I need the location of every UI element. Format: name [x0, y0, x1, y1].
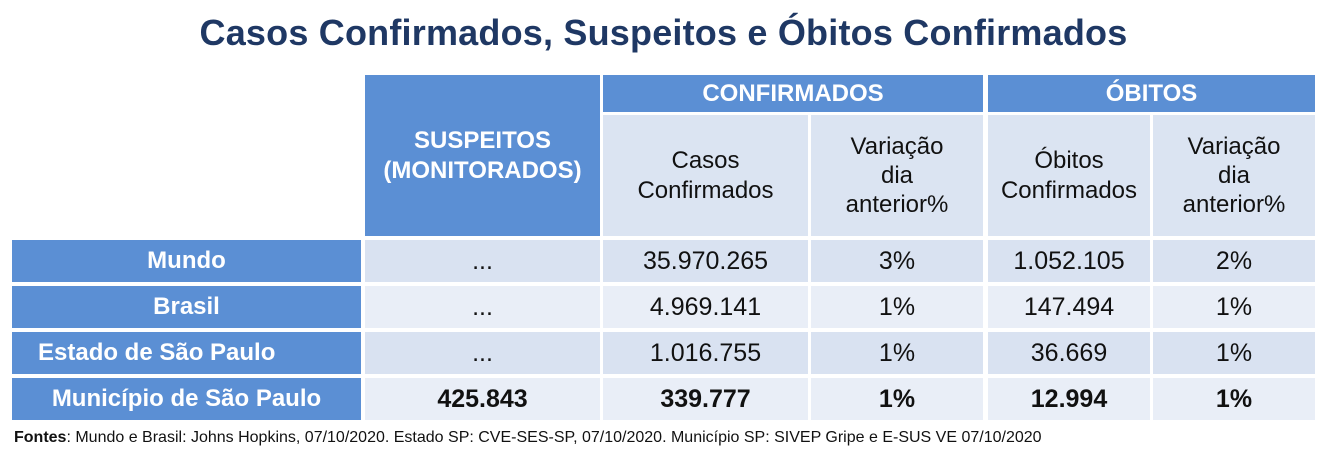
cell-estado-casos: 1.016.755: [603, 332, 808, 374]
cell-brasil-variacao-obitos: 1%: [1153, 286, 1315, 328]
cell-brasil-suspeitos: ...: [365, 286, 600, 328]
cell-municipio-casos: 339.777: [603, 378, 808, 420]
cell-mundo-casos: 35.970.265: [603, 240, 808, 282]
header-casos-confirmados: Casos Confirmados: [603, 115, 808, 236]
sources-footnote: Fontes: Mundo e Brasil: Johns Hopkins, 0…: [14, 429, 1042, 447]
page-title: Casos Confirmados, Suspeitos e Óbitos Co…: [199, 12, 1128, 53]
cell-brasil-variacao-casos: 1%: [811, 286, 983, 328]
header-obitos-confirmados: Óbitos Confirmados: [988, 115, 1150, 236]
cell-brasil-obitos: 147.494: [988, 286, 1150, 328]
row-label-brasil: Brasil: [12, 286, 361, 328]
cell-municipio-suspeitos: 425.843: [365, 378, 600, 420]
cell-estado-variacao-casos: 1%: [811, 332, 983, 374]
header-confirmados-group: CONFIRMADOS: [603, 75, 983, 112]
sources-text: : Mundo e Brasil: Johns Hopkins, 07/10/2…: [66, 429, 1042, 446]
row-label-municipio-sp: Município de São Paulo: [12, 378, 361, 420]
cell-municipio-obitos: 12.994: [988, 378, 1150, 420]
sources-label: Fontes: [14, 429, 67, 446]
header-suspeitos: SUSPEITOS (MONITORADOS): [365, 75, 600, 236]
header-variacao-obitos: Variação dia anterior%: [1153, 115, 1315, 236]
cell-mundo-variacao-obitos: 2%: [1153, 240, 1315, 282]
cell-mundo-suspeitos: ...: [365, 240, 600, 282]
cell-mundo-variacao-casos: 3%: [811, 240, 983, 282]
row-label-mundo: Mundo: [12, 240, 361, 282]
cell-estado-obitos: 36.669: [988, 332, 1150, 374]
cell-municipio-variacao-casos: 1%: [811, 378, 983, 420]
cell-estado-variacao-obitos: 1%: [1153, 332, 1315, 374]
cell-brasil-casos: 4.969.141: [603, 286, 808, 328]
header-obitos-group: ÓBITOS: [988, 75, 1315, 112]
cell-mundo-obitos: 1.052.105: [988, 240, 1150, 282]
header-variacao-confirmados: Variação dia anterior%: [811, 115, 983, 236]
cell-municipio-variacao-obitos: 1%: [1153, 378, 1315, 420]
cell-estado-suspeitos: ...: [365, 332, 600, 374]
row-label-estado-sp: Estado de São Paulo: [12, 332, 361, 374]
